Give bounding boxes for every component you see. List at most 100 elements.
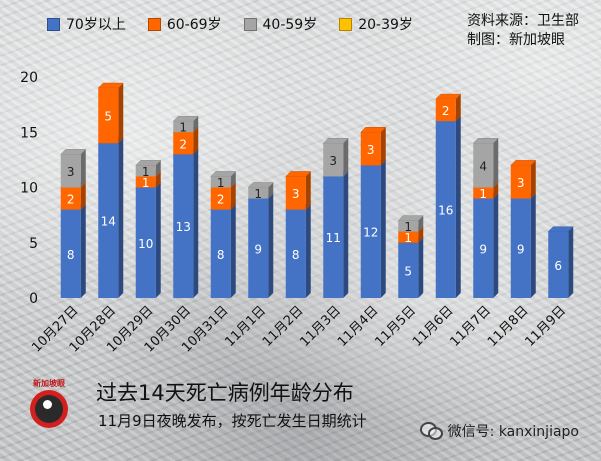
data-label: 1: [217, 176, 225, 190]
bar-segment: [173, 121, 194, 133]
y-tick-label: 0: [29, 291, 38, 307]
data-label: 3: [517, 176, 525, 190]
bar-segment-side: [530, 160, 536, 199]
bar-segment: [435, 121, 456, 298]
bar-segment: [60, 187, 81, 210]
data-label: 3: [67, 165, 75, 179]
data-label: 1: [179, 121, 187, 135]
x-tick-label: 11月2日: [260, 303, 307, 350]
bar-segment: [360, 165, 381, 298]
y-tick-label: 20: [20, 70, 38, 86]
bar-segment: [510, 198, 531, 298]
y-tick-label: 10: [20, 181, 38, 197]
data-label: 13: [176, 220, 191, 234]
bar-segment-side: [268, 193, 274, 298]
data-label: 1: [404, 231, 412, 245]
bar-stack: 5 11: [397, 215, 424, 298]
bar-segment: [173, 154, 194, 298]
bar-segment-side: [418, 237, 424, 298]
x-tick-label: 11月3日: [298, 303, 345, 350]
bar-stack: 93: [510, 160, 537, 298]
logo-center-icon: [35, 395, 63, 423]
legend-item-60-69: 60-69岁: [147, 14, 222, 34]
bar-segment-side: [455, 94, 461, 122]
data-label: 5: [404, 264, 412, 278]
brand-logo-text: 新加坡眼: [33, 379, 65, 388]
bar-segment-side: [530, 193, 536, 298]
chart-title: 过去14天死亡病例年龄分布: [96, 381, 354, 405]
legend-item-70plus: 70岁以上: [47, 14, 126, 34]
brand-logo: 新加坡眼: [24, 378, 74, 436]
bar-segment: [360, 132, 381, 166]
bar-segment: [398, 231, 419, 243]
data-label: 2: [179, 137, 187, 151]
x-tick-label: 11月1日: [223, 303, 270, 350]
bar-segment-side: [155, 182, 161, 298]
data-label: 8: [292, 248, 300, 262]
wechat-watermark: 微信号: kanxinjiapo: [419, 421, 579, 441]
data-label: 12: [363, 226, 378, 240]
x-tick-label: 11月7日: [448, 303, 495, 350]
bar-segment-side: [80, 149, 86, 188]
data-label: 2: [67, 193, 75, 207]
bar-segment-side: [305, 171, 311, 210]
x-tick-label: 11月8日: [485, 303, 532, 350]
data-label: 6: [554, 259, 562, 273]
legend-label-40-59: 40-59岁: [262, 17, 318, 33]
data-label: 3: [329, 154, 337, 168]
bar-segment-side: [80, 182, 86, 210]
legend-item-40-59: 40-59岁: [243, 14, 318, 34]
data-label: 3: [292, 187, 300, 201]
data-label: 1: [142, 165, 150, 179]
y-tick-label: 5: [29, 236, 38, 252]
bar-segment-side: [380, 127, 386, 166]
bar-stack: 11 3: [322, 138, 349, 298]
bar-segment: [473, 198, 494, 298]
bar-segment-side: [455, 116, 461, 298]
bar-segment: [248, 198, 269, 298]
chart-subtitle: 11月9日夜晚发布，按死亡发生日期统计: [98, 412, 367, 430]
data-label: 16: [438, 204, 453, 218]
bar-segment: [60, 154, 81, 188]
wechat-icon: [419, 422, 443, 440]
bar-stack: 8 2 1: [210, 171, 237, 298]
bar-segment-side: [380, 160, 386, 298]
source-line: 资料来源：卫生部: [467, 13, 579, 29]
data-label: 11: [326, 231, 341, 245]
bar-segment: [173, 132, 194, 155]
logo-eye-icon: [43, 400, 52, 409]
bar-segment-side: [118, 138, 124, 298]
bar-segment: [98, 88, 119, 144]
bar-stack: 83: [285, 171, 312, 298]
wechat-id: 微信号: kanxinjiapo: [447, 424, 579, 440]
legend-swatch-60-69: [147, 17, 161, 31]
legend: 70岁以上 60-69岁 40-59岁 20-39岁: [47, 14, 413, 34]
bar-stack: 8 2 3: [60, 149, 87, 298]
data-label: 9: [517, 242, 525, 256]
bar-segment-side: [230, 182, 236, 210]
legend-label-60-69: 60-69岁: [166, 17, 222, 33]
legend-swatch-70plus: [47, 17, 60, 31]
bar-segment: [98, 143, 119, 298]
bar-segment: [285, 209, 306, 298]
bar-segment-side: [193, 149, 199, 298]
x-tick-label: 11月9日: [523, 303, 570, 350]
data-label: 9: [254, 242, 262, 256]
bar-stack: 10 11: [135, 160, 162, 298]
data-label: 1: [404, 220, 412, 234]
bar-segment-side: [230, 204, 236, 298]
x-tick-label: 11月6日: [410, 303, 457, 350]
bar-segment: [210, 209, 231, 298]
legend-item-20-39: 20-39岁: [339, 14, 413, 34]
bar-segment-side: [193, 127, 199, 155]
bar-segment-side: [305, 204, 311, 298]
bar-segment-side: [568, 226, 574, 298]
data-label: 2: [217, 193, 225, 207]
bar-segment: [473, 143, 494, 188]
bar-stack: 12 3: [360, 127, 387, 298]
data-label: 2: [442, 104, 450, 118]
bar-segment-side: [118, 83, 124, 144]
data-label: 3: [367, 143, 375, 157]
bar-segment: [210, 187, 231, 210]
